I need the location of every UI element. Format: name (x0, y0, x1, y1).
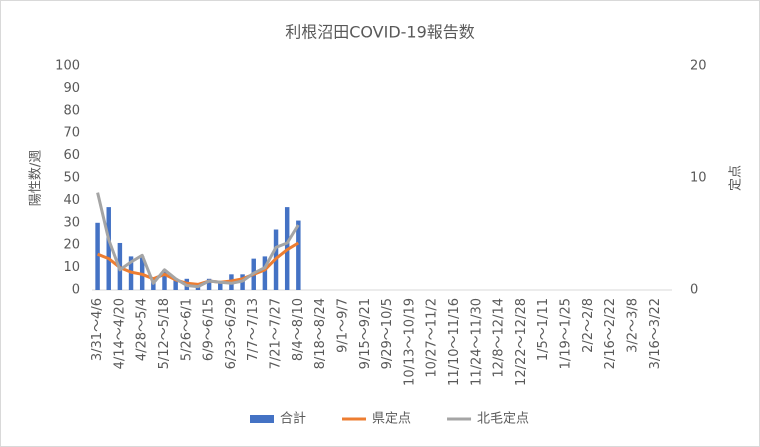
bar (296, 220, 301, 290)
bar (206, 278, 212, 290)
x-tick-label: 11/24～11/30 (469, 298, 484, 386)
y-tick-label: 80 (63, 103, 80, 118)
bar (151, 281, 156, 290)
y-tick-label: 70 (63, 126, 80, 141)
y2-tick-label: 10 (690, 171, 707, 186)
x-tick-label: 1/5～1/11 (536, 298, 551, 361)
y2-tick-label: 20 (690, 59, 707, 74)
y-tick-label: 100 (55, 59, 80, 74)
y-tick-label: 0 (72, 283, 80, 298)
x-tick-label: 6/9～6/15 (202, 298, 217, 361)
y-tick-label: 20 (63, 238, 80, 253)
x-tick-label: 2/2～2/8 (581, 298, 596, 353)
y-tick-label: 50 (63, 171, 80, 186)
x-tick-label: 5/26～6/1 (179, 298, 194, 361)
x-tick-label: 3/31～4/6 (90, 298, 105, 361)
y-tick-label: 30 (63, 215, 80, 230)
x-tick-label: 12/22～12/28 (514, 298, 529, 386)
x-tick-label: 4/28～5/4 (135, 298, 150, 361)
x-tick-label: 8/18～8/24 (313, 298, 328, 369)
y-tick-label: 60 (63, 148, 80, 163)
x-tick-label: 9/29～10/5 (380, 298, 395, 369)
chart-title: 利根沼田COVID-19報告数 (285, 23, 475, 42)
x-tick-label: 10/27～11/2 (425, 298, 440, 378)
line-series (97, 241, 300, 286)
bar (262, 256, 268, 290)
y-axis-title: 陽性数/週 (29, 150, 44, 206)
x-tick-label: 5/12～5/18 (157, 298, 172, 369)
legend-swatch (250, 415, 274, 423)
x-tick-label: 9/1～9/7 (335, 298, 350, 353)
x-tick-label: 3/16～3/22 (648, 298, 663, 369)
x-tick-label: 6/23～6/29 (224, 298, 239, 369)
x-tick-label: 2/16～2/22 (603, 298, 618, 369)
y2-tick-label: 0 (690, 283, 698, 298)
legend-label: 合計 (280, 411, 306, 427)
x-tick-label: 7/7～7/13 (246, 298, 261, 361)
line-series (96, 192, 300, 289)
y2-axis-title: 定点 (729, 165, 744, 191)
x-tick-label: 1/19～1/25 (559, 298, 574, 369)
x-tick-label: 10/13～10/19 (402, 298, 417, 386)
x-tick-label: 8/4～8/10 (291, 298, 306, 361)
x-tick-label: 11/10～11/16 (447, 298, 462, 386)
x-tick-label: 3/2～3/8 (625, 298, 640, 353)
bar (106, 207, 111, 290)
x-tick-label: 7/21～7/27 (269, 298, 284, 369)
bar (173, 278, 178, 290)
y-tick-label: 40 (63, 193, 80, 208)
bar (95, 222, 100, 290)
legend-label: 北毛定点 (477, 412, 529, 427)
y-tick-label: 10 (63, 260, 80, 275)
bar (162, 269, 167, 290)
bar (218, 281, 223, 290)
x-tick-label: 9/15～9/21 (358, 298, 373, 369)
y-tick-label: 90 (63, 81, 80, 96)
x-tick-label: 4/14～4/20 (112, 298, 127, 369)
x-tick-label: 12/8～12/14 (492, 298, 507, 378)
legend-label: 県定点 (372, 412, 411, 427)
